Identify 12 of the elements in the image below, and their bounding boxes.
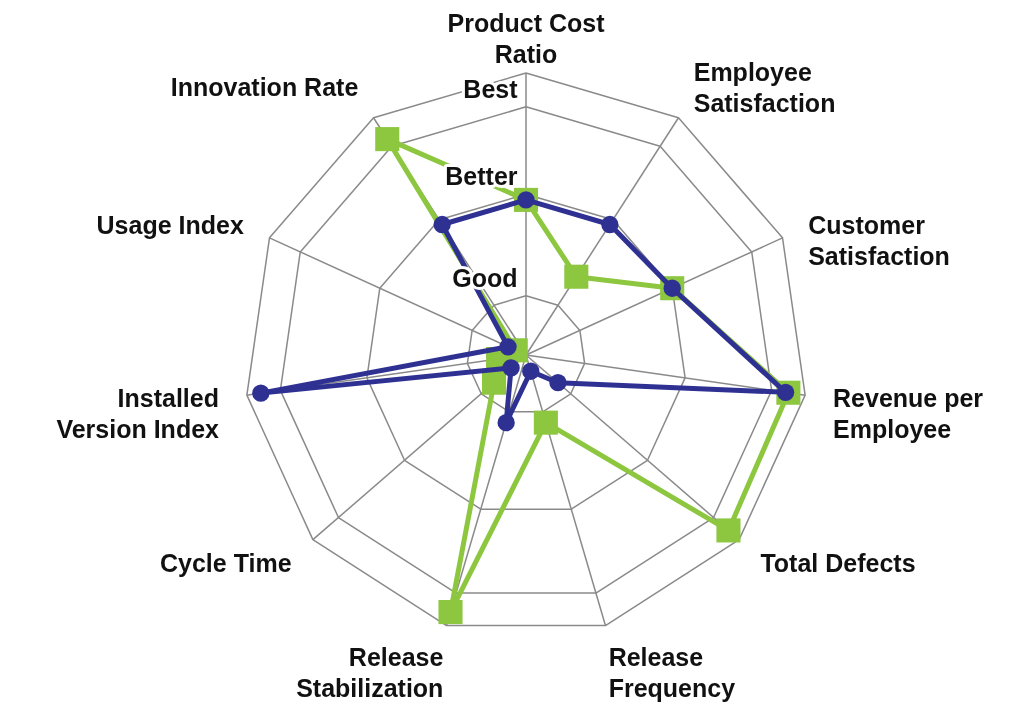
spoke-label: Innovation Rate [170,73,359,102]
spoke-label: Revenue per Employee [833,384,984,444]
spoke-label: Release Frequency [608,642,736,702]
spoke-label: Product Cost Ratio [447,8,606,68]
spoke-label: Total Defects [760,548,916,577]
spoke-label: Employee Satisfaction [693,57,836,117]
spoke-label: Installed Version Index [56,384,220,444]
spoke-label: Cycle Time [160,548,292,577]
spoke-label: Customer Satisfaction [808,211,950,271]
y-tick-label: Best [463,74,519,103]
spoke-label: Usage Index [96,211,244,240]
spoke-label: Release Stabilization [296,642,444,702]
